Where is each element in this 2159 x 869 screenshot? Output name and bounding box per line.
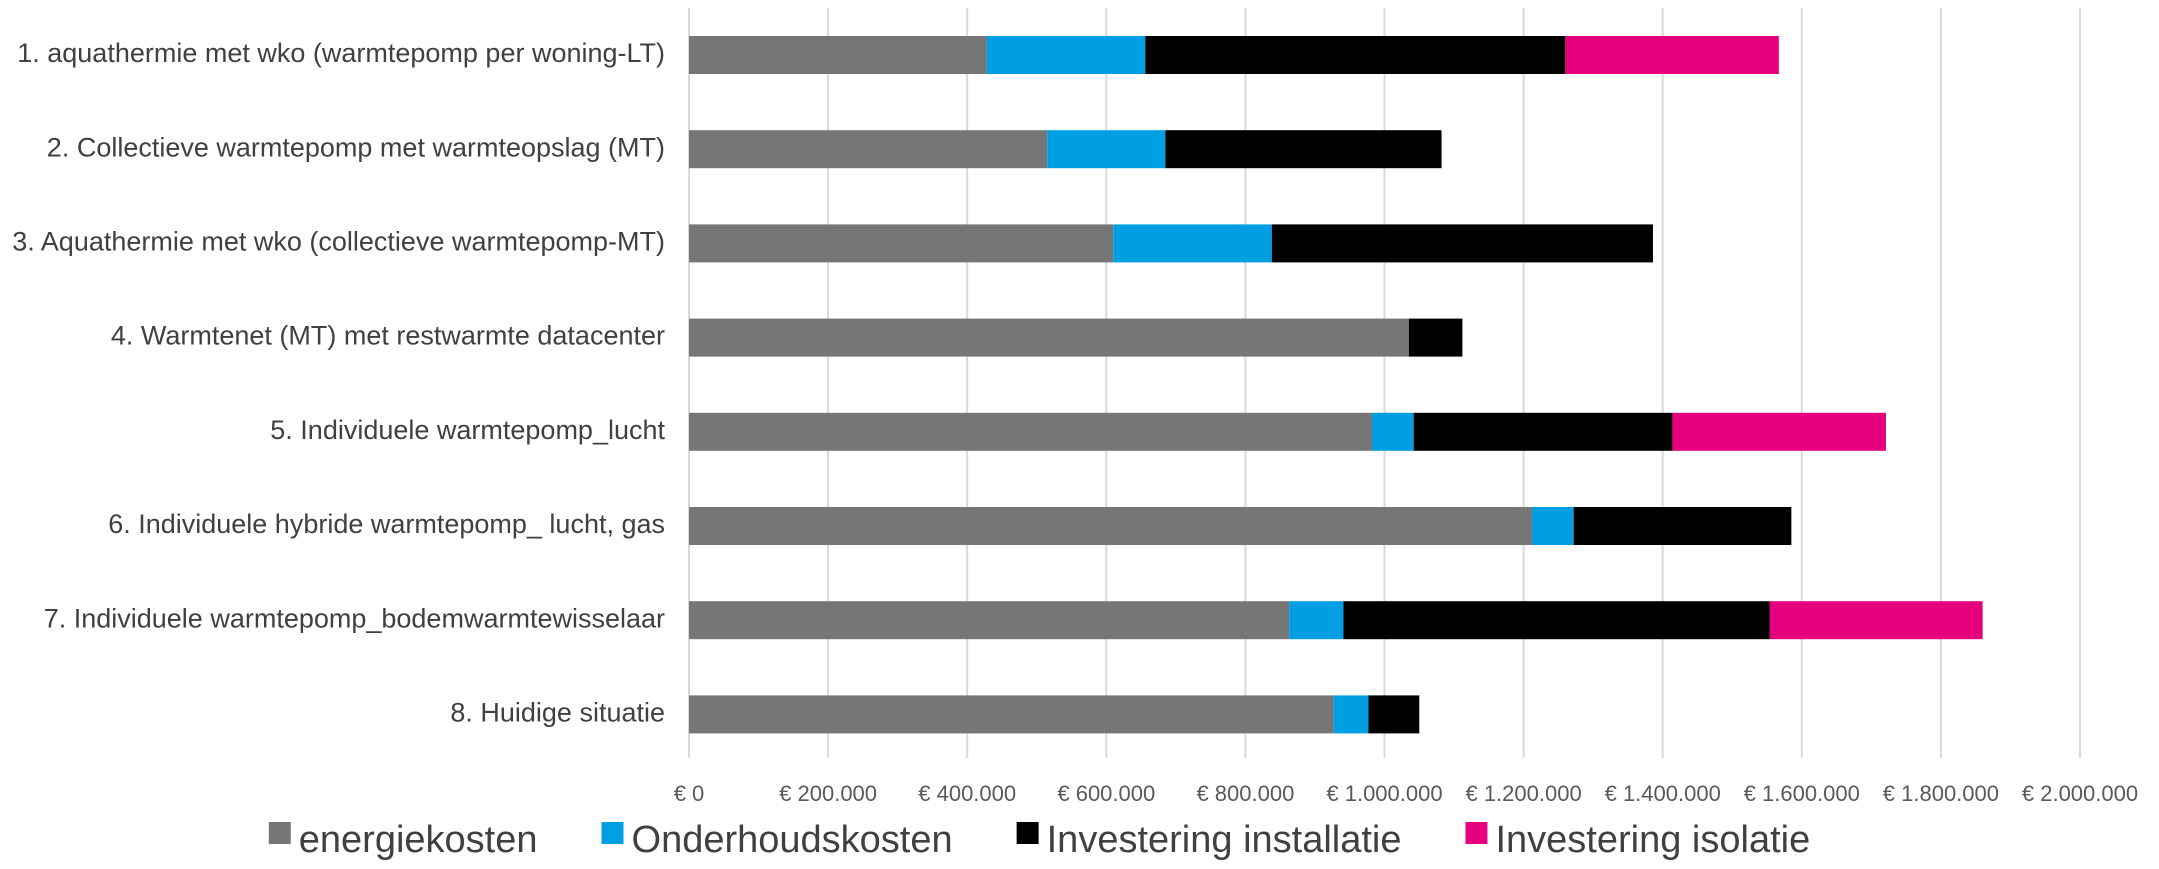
x-tick-label-8: € 1.600.000 xyxy=(1744,781,1860,806)
legend-item-1: energiekosten xyxy=(268,819,538,861)
legend-label-2: Onderhoudskosten xyxy=(632,819,953,861)
x-tick-label-4: € 800.000 xyxy=(1196,781,1294,806)
gridlines xyxy=(688,8,2081,758)
x-tick-label-0: € 0 xyxy=(674,781,705,806)
bar-segment-8-1 xyxy=(689,695,1334,734)
legend-item-4: Investering isolatie xyxy=(1465,819,1810,861)
x-tick-label-6: € 1.200.000 xyxy=(1465,781,1581,806)
x-tick-label-9: € 1.800.000 xyxy=(1883,781,1999,806)
bar-segment-4-3 xyxy=(1408,318,1463,357)
legend-swatch-4 xyxy=(1465,822,1488,844)
bar-segment-7-1 xyxy=(689,601,1290,640)
x-tick-label-2: € 400.000 xyxy=(918,781,1016,806)
legend-item-3: Investering installatie xyxy=(1016,819,1402,861)
legend-swatch-1 xyxy=(268,822,291,844)
bar-segment-2-1 xyxy=(689,130,1048,169)
legend-label-4: Investering isolatie xyxy=(1495,819,1810,861)
x-tick-label-3: € 600.000 xyxy=(1057,781,1155,806)
bar-segment-7-2 xyxy=(1289,601,1344,640)
category-label-3: 3. Aquathermie met wko (collectieve warm… xyxy=(12,227,665,257)
bar-segment-5-2 xyxy=(1371,412,1414,451)
bar-segment-3-3 xyxy=(1271,224,1653,263)
category-label-7: 7. Individuele warmtepomp_bodemwarmtewis… xyxy=(44,603,665,633)
bar-segment-5-3 xyxy=(1413,412,1673,451)
category-labels: 1. aquathermie met wko (warmtepomp per w… xyxy=(12,38,665,727)
bar-segment-1-1 xyxy=(689,36,987,74)
bar-segment-5-4 xyxy=(1672,412,1886,451)
legend-item-2: Onderhoudskosten xyxy=(601,819,953,861)
bar-segment-1-4 xyxy=(1565,36,1779,74)
category-label-6: 6. Individuele hybride warmtepomp_ lucht… xyxy=(108,509,665,539)
category-label-1: 1. aquathermie met wko (warmtepomp per w… xyxy=(17,38,665,68)
bar-segment-6-2 xyxy=(1531,507,1574,545)
bar-segment-3-1 xyxy=(689,224,1114,263)
category-label-2: 2. Collectieve warmtepomp met warmteopsl… xyxy=(47,132,665,162)
bar-segment-3-2 xyxy=(1113,224,1272,263)
bar-segment-6-1 xyxy=(689,507,1532,545)
bars xyxy=(689,36,1983,734)
bar-segment-5-1 xyxy=(689,412,1372,451)
x-tick-label-1: € 200.000 xyxy=(779,781,877,806)
bar-segment-8-3 xyxy=(1368,695,1420,734)
bar-segment-4-1 xyxy=(689,318,1409,357)
legend-label-3: Investering installatie xyxy=(1047,819,1402,861)
bar-segment-7-4 xyxy=(1769,601,1983,640)
category-label-8: 8. Huidige situatie xyxy=(450,698,665,728)
x-tick-label-10: € 2.000.000 xyxy=(2022,781,2138,806)
bar-segment-7-3 xyxy=(1343,601,1770,640)
legend: energiekosten Onderhoudskosten Investering… xyxy=(268,819,1810,861)
bar-segment-2-3 xyxy=(1165,130,1442,169)
legend-swatch-3 xyxy=(1016,822,1039,844)
category-label-4: 4. Warmtenet (MT) met restwarmte datacen… xyxy=(111,321,665,351)
bar-segment-8-2 xyxy=(1333,695,1369,734)
x-tick-label-5: € 1.000.000 xyxy=(1326,781,1442,806)
bar-segment-1-2 xyxy=(986,36,1146,74)
bar-segment-6-3 xyxy=(1573,507,1792,545)
legend-swatch-2 xyxy=(601,822,624,844)
category-label-5: 5. Individuele warmtepomp_lucht xyxy=(270,415,665,445)
x-tick-label-7: € 1.400.000 xyxy=(1605,781,1721,806)
x-axis-tick-labels: € 0 € 200.000 € 400.000 € 600.000 € 800.000 €… xyxy=(674,781,2138,806)
bar-segment-2-2 xyxy=(1047,130,1166,169)
legend-label-1: energiekosten xyxy=(299,819,538,861)
bar-segment-1-3 xyxy=(1145,36,1566,74)
